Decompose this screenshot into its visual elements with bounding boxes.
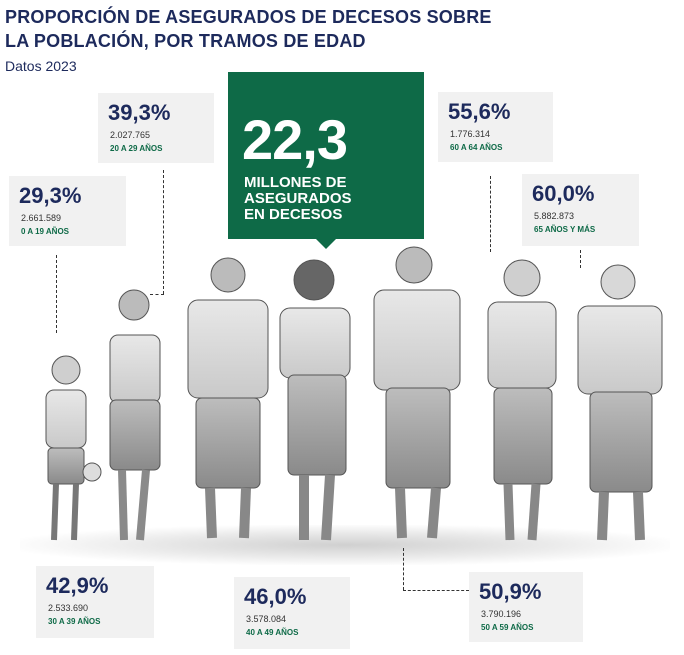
person-woman-40s [279,259,351,541]
age-group-30-39: 42,9% 2.533.690 30 A 39 AÑOS [36,566,154,638]
leader-65-plus [580,250,581,268]
age-group-60-64: 55,6% 1.776.314 60 A 64 AÑOS [438,92,553,162]
total-insured-label: MILLONES DE ASEGURADOS EN DECESOS [244,174,352,223]
person-child [45,355,102,541]
age-group-65-plus: 60,0% 5.882.873 65 AÑOS Y MÁS [522,174,639,246]
title-line-2: LA POBLACIÓN, POR TRAMOS DE EDAD [5,31,366,51]
person-man-30s [187,257,269,539]
age-group-20-29: 39,3% 2.027.765 20 A 29 AÑOS [98,93,214,163]
leader-0-19 [56,255,57,333]
ground-shadow [20,525,670,565]
person-young-woman [109,289,161,541]
age-group-0-19: 29,3% 2.661.589 0 A 19 AÑOS [9,176,126,246]
title-line-1: PROPORCIÓN DE ASEGURADOS DE DECESOS SOBR… [5,7,492,27]
leader-20-29-h [150,294,164,295]
leader-50-59 [403,548,404,590]
total-insured-value: 22,3 [242,108,348,171]
age-group-40-49: 46,0% 3.578.084 40 A 49 AÑOS [234,577,350,649]
age-group-50-59: 50,9% 3.790.196 50 A 59 AÑOS [469,572,583,642]
person-woman-60s [487,259,557,541]
subtitle: Datos 2023 [5,58,77,74]
person-elderly-man [577,264,663,541]
chart-title: PROPORCIÓN DE ASEGURADOS DE DECESOS SOBR… [5,5,492,53]
total-insured-panel: 22,3 MILLONES DE ASEGURADOS EN DECESOS [228,72,424,249]
panel-pointer [316,239,336,249]
leader-20-29 [163,170,164,294]
leader-50-59-h [403,590,469,591]
person-man-50s [373,246,461,539]
leader-60-64 [490,176,491,252]
